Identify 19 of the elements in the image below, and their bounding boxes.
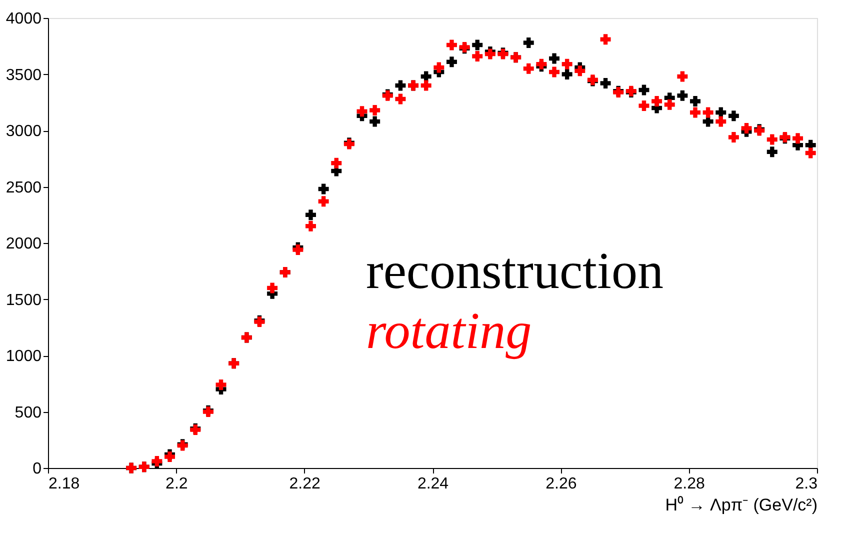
y-tick-label: 2500 [6,179,42,196]
x-tick-label: 2.2 [166,476,188,492]
x-tick-label: 2.28 [674,476,706,492]
x-tick-label: 2.24 [417,476,449,492]
y-tick-label: 1500 [6,292,42,309]
x-tick-label: 2.18 [48,476,80,492]
y-tick-label: 3500 [6,66,42,84]
y-tick-label: 1000 [6,348,42,365]
series-label: reconstruction [366,243,664,300]
x-tick-label: 2.3 [795,476,818,492]
x-tick-label: 2.26 [546,476,577,492]
x-axis-title: H⁰ → Λpπ⁻ (GeV/c²) [665,496,818,514]
y-tick-label: 3000 [6,123,42,140]
y-tick-label: 4000 [6,10,42,28]
y-tick-label: 2000 [6,236,42,252]
x-tick-label: 2.22 [289,476,321,492]
y-tick-label: 0 [32,460,42,478]
y-tick-label: 500 [14,404,42,422]
series-label: rotating [366,303,532,360]
